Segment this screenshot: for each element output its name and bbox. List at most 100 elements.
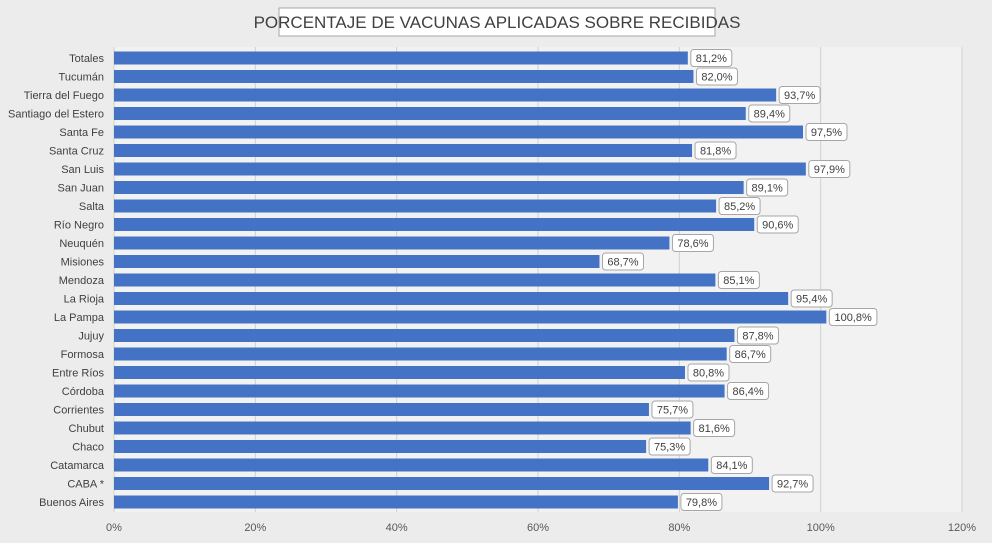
data-label-box	[736, 326, 779, 345]
data-label: 95,4%	[796, 294, 827, 306]
data-label-box	[805, 123, 848, 141]
data-label-box	[748, 104, 791, 123]
data-label: 90,6%	[762, 220, 793, 232]
category-label: Entre Ríos	[52, 368, 104, 380]
chart-title-box	[278, 7, 716, 37]
bar	[114, 70, 694, 83]
data-label: 79,8%	[686, 497, 717, 509]
category-label: Tucumán	[59, 72, 104, 84]
data-label-box	[601, 252, 644, 271]
x-tick-label: 20%	[244, 522, 266, 534]
data-label: 86,7%	[735, 349, 766, 361]
category-label: Santiago del Estero	[8, 109, 104, 121]
category-label: Totales	[69, 53, 104, 65]
category-label: Buenos Aires	[39, 497, 104, 509]
data-label: 87,8%	[742, 331, 773, 343]
bar	[114, 236, 670, 250]
category-label: La Rioja	[64, 294, 105, 306]
bar	[114, 403, 649, 416]
category-label: Misiones	[61, 257, 105, 269]
category-label: San Juan	[58, 183, 104, 195]
data-label-box	[746, 178, 789, 197]
data-label: 100,8%	[834, 312, 872, 324]
data-label: 89,1%	[752, 183, 783, 195]
data-label: 84,1%	[716, 460, 747, 472]
bar	[114, 51, 688, 65]
data-label-box	[828, 308, 878, 326]
bar	[114, 181, 744, 194]
data-label-box	[756, 215, 799, 234]
bar	[114, 310, 827, 324]
data-label: 81,8%	[700, 146, 731, 158]
bar	[114, 384, 725, 398]
bar	[114, 218, 755, 231]
chart-title-text: PORCENTAJE DE VACUNAS APLICADAS SOBRE RE…	[254, 13, 741, 32]
data-label-box	[694, 141, 737, 160]
bar	[114, 88, 777, 102]
data-label-box	[790, 289, 833, 308]
data-label-box	[710, 456, 753, 474]
x-axis-ticks: 0% 20% 40% 60% 80% 100% 120%	[106, 522, 976, 534]
data-label: 75,3%	[654, 442, 685, 454]
data-labels: 81,2% 82,0% 93,7% 89,4% 97,5% 81,8% 97,9% 89,1%…	[601, 49, 878, 511]
category-label: Formosa	[61, 349, 105, 361]
data-label-box	[693, 419, 736, 437]
category-label: Salta	[79, 201, 105, 213]
data-label: 81,6%	[699, 423, 730, 435]
data-label-box	[717, 271, 760, 289]
data-label-box	[695, 67, 738, 86]
bar	[114, 421, 691, 435]
bar	[114, 347, 727, 361]
data-label-box	[648, 437, 691, 456]
bar	[114, 162, 806, 176]
x-tick-label: 60%	[527, 522, 549, 534]
data-label: 68,7%	[607, 257, 638, 269]
data-label: 85,1%	[723, 275, 754, 287]
x-tick-label: 120%	[948, 522, 976, 534]
bar	[114, 144, 693, 157]
data-label-box	[671, 234, 714, 252]
data-label: 86,4%	[732, 386, 763, 398]
category-label: Tierra del Fuego	[24, 90, 104, 102]
bar	[114, 107, 746, 120]
bar	[114, 329, 735, 342]
bar	[114, 458, 709, 472]
x-tick-label: 40%	[386, 522, 408, 534]
category-label: Córdoba	[62, 386, 105, 398]
category-label: La Pampa	[54, 312, 105, 324]
bar	[114, 255, 600, 268]
data-label-box	[687, 363, 730, 382]
category-label: Chaco	[72, 442, 104, 454]
category-label: Santa Fe	[59, 127, 104, 139]
bar	[114, 366, 685, 379]
bars	[114, 51, 827, 509]
category-label: Río Negro	[54, 220, 104, 232]
data-label-box	[651, 400, 694, 419]
data-label: 75,7%	[657, 405, 688, 417]
bar	[114, 495, 678, 509]
x-tick-label: 80%	[668, 522, 690, 534]
data-label-box	[680, 493, 723, 511]
category-label: Santa Cruz	[49, 146, 104, 158]
data-label: 78,6%	[677, 238, 708, 250]
category-labels: Totales Tucumán Tierra del Fuego Santiago d…	[8, 53, 105, 509]
data-label-box	[808, 160, 851, 178]
bar	[114, 125, 803, 139]
category-label: San Luis	[61, 164, 104, 176]
bar	[114, 273, 716, 287]
category-label: Catamarca	[50, 460, 105, 472]
data-label-box	[727, 382, 770, 400]
data-label: 85,2%	[724, 201, 755, 213]
data-label: 81,2%	[696, 53, 727, 65]
category-label: Jujuy	[78, 331, 104, 343]
data-label-box	[729, 345, 772, 363]
data-label: 93,7%	[784, 90, 815, 102]
x-tick-label: 100%	[807, 522, 835, 534]
data-label: 80,8%	[693, 368, 724, 380]
bar	[114, 199, 717, 213]
data-label: 82,0%	[701, 72, 732, 84]
data-label-box	[778, 86, 821, 104]
x-tick-label: 0%	[106, 522, 122, 534]
category-label: Chubut	[69, 423, 104, 435]
